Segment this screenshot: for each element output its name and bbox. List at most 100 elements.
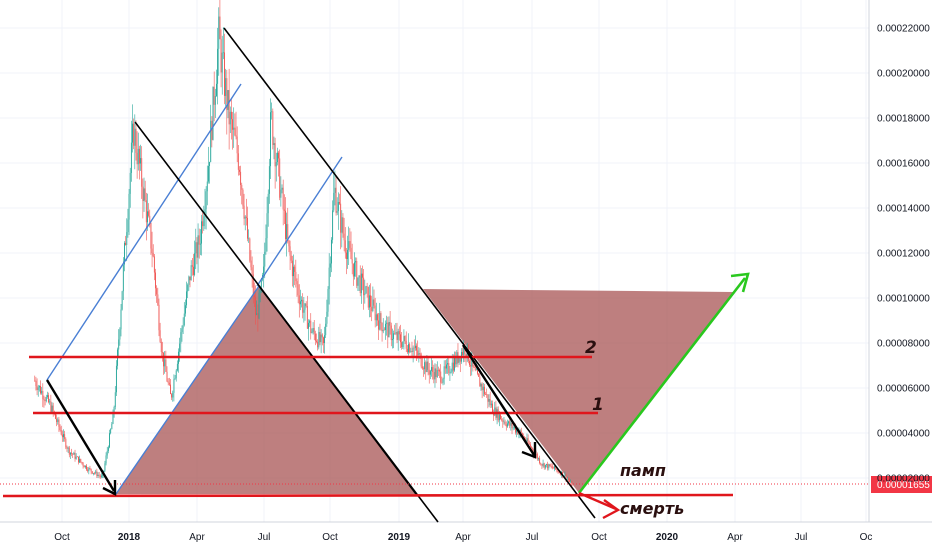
candle-body — [441, 382, 443, 384]
candle-body — [171, 394, 173, 398]
candle-body — [455, 357, 457, 365]
time-tick-label: Apr — [189, 532, 205, 543]
candle-body — [510, 422, 512, 426]
candle-body — [429, 370, 431, 375]
candle-body — [308, 322, 309, 329]
candle-body — [332, 210, 334, 240]
candle-body — [257, 313, 259, 319]
candle-body — [129, 172, 131, 194]
candle-body — [352, 263, 354, 277]
candle-body — [497, 409, 499, 421]
candle-body — [421, 366, 423, 369]
candle-body — [327, 289, 329, 312]
candle-body — [340, 203, 342, 233]
candle-body — [84, 465, 86, 468]
candle-body — [328, 267, 330, 290]
current-price-tag-text: 0.00001655 — [877, 480, 930, 491]
candle-body — [112, 412, 114, 424]
candle-body — [554, 466, 556, 469]
candle-body — [365, 286, 367, 294]
down-arrow-left-head — [102, 480, 117, 496]
candle-body — [511, 422, 513, 429]
candle-body — [393, 333, 395, 340]
candle-body — [224, 52, 225, 96]
candle-body — [120, 309, 122, 330]
candle-body — [114, 392, 116, 407]
candle-body — [151, 248, 153, 254]
candle-body — [115, 365, 117, 393]
level-1-label: 1 — [592, 395, 604, 415]
candle-body — [248, 238, 250, 240]
candle-body — [398, 331, 400, 335]
candle-body — [137, 148, 139, 165]
candle-body — [126, 232, 128, 246]
candle-body — [87, 469, 89, 472]
candle-body — [35, 380, 37, 386]
candle-body — [550, 466, 552, 467]
candle-body — [309, 320, 311, 323]
candle-body — [322, 337, 324, 344]
candle-body — [111, 423, 113, 430]
candle-body — [480, 383, 482, 387]
candle-body — [326, 311, 328, 324]
candle-body — [451, 362, 453, 372]
candle-body — [229, 111, 231, 125]
candle-body — [158, 304, 160, 331]
candle-body — [181, 328, 183, 333]
candle-body — [104, 463, 106, 471]
candle-body — [341, 217, 343, 233]
candle-body — [319, 332, 321, 343]
candle-body — [45, 397, 47, 402]
candle-body — [212, 86, 214, 140]
candle-body — [487, 394, 489, 402]
candle-body — [267, 193, 269, 214]
candle-body — [128, 193, 130, 220]
candle-body — [75, 456, 77, 459]
candle-body — [155, 272, 156, 289]
candle-body — [475, 369, 477, 371]
candle-body — [156, 288, 158, 295]
candle-body — [329, 263, 331, 268]
candle-body — [236, 136, 238, 154]
candle-body — [303, 309, 305, 313]
candle-body — [470, 365, 472, 367]
candle-body — [314, 333, 316, 341]
candle-body — [249, 238, 251, 261]
candle-body — [64, 434, 66, 439]
right-triangle — [423, 289, 733, 493]
candle-body — [245, 216, 247, 218]
death-red-arrow-head — [602, 499, 621, 520]
candle-body — [397, 331, 399, 340]
candle-body — [34, 380, 36, 382]
candle-body — [465, 354, 467, 357]
candle-body — [97, 474, 99, 476]
candle-body — [209, 162, 211, 166]
candle-body — [348, 241, 350, 250]
time-tick-label: Apr — [455, 532, 471, 543]
candle-body — [250, 260, 252, 268]
candle-body — [50, 401, 52, 412]
candle-body — [502, 419, 504, 422]
candle-body — [443, 366, 445, 379]
candle-body — [253, 295, 255, 297]
candle-body — [373, 299, 375, 306]
candle-body — [217, 48, 219, 84]
candle-body — [546, 464, 547, 465]
candle-body — [483, 386, 485, 395]
bottom-support-line — [2, 493, 734, 498]
candle-body — [134, 128, 136, 146]
candle-body — [268, 166, 270, 194]
candle-body — [76, 456, 78, 458]
candle-body — [140, 158, 142, 164]
candle-body — [274, 143, 276, 167]
death-label: смерть — [620, 499, 684, 518]
candle-body — [434, 368, 436, 380]
candle-body — [529, 444, 531, 448]
candle-body — [313, 328, 315, 334]
candle-body — [417, 350, 419, 356]
down-arrow-right-shaft — [461, 344, 536, 456]
candle-body — [172, 392, 174, 398]
candle-body — [67, 447, 69, 449]
candle-body — [446, 364, 447, 369]
